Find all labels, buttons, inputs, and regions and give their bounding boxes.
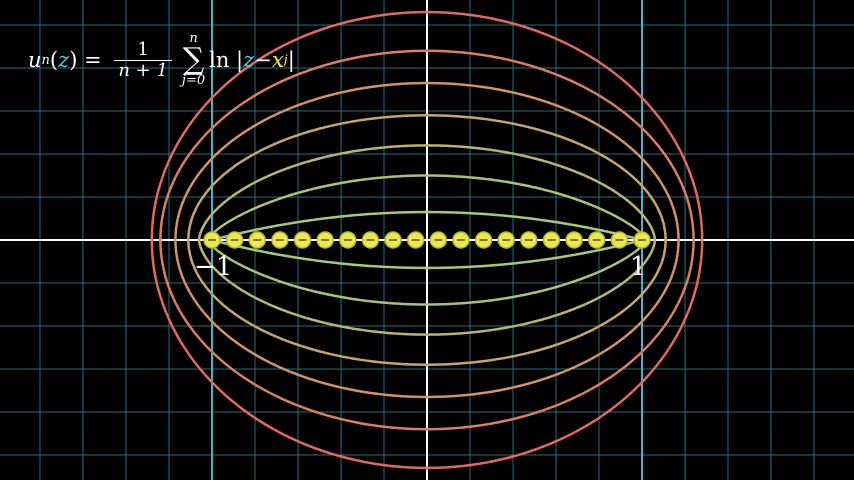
minus-sign: − xyxy=(254,48,272,72)
tick-label-minus-one: −1 xyxy=(194,252,233,282)
node-points xyxy=(203,231,651,249)
level-curve xyxy=(187,114,667,366)
function-name: u xyxy=(28,48,42,72)
equals-sign: = xyxy=(77,48,109,72)
potential-formula: u n(z) = 1 n + 1 n ∑ j=0 ln | z − x j | xyxy=(28,32,295,88)
tick-label-one: 1 xyxy=(630,252,647,282)
level-curve xyxy=(174,81,680,399)
fraction-numerator: 1 xyxy=(137,38,149,60)
sigma-icon: ∑ xyxy=(182,42,205,77)
abs-bar-left: | xyxy=(229,48,244,72)
close-paren: ) xyxy=(69,48,78,72)
summation: n ∑ j=0 xyxy=(182,32,205,88)
level-curve xyxy=(197,144,657,336)
fraction-denominator: n + 1 xyxy=(114,59,172,81)
level-curve xyxy=(150,10,704,470)
open-paren: ( xyxy=(49,48,59,72)
abs-x-subscript: j xyxy=(283,52,288,68)
level-curves xyxy=(150,10,704,470)
abs-bar-right: | xyxy=(287,48,295,72)
abs-z: z xyxy=(243,48,255,72)
abs-x: x xyxy=(271,48,284,72)
sum-lower-limit: j=0 xyxy=(181,73,206,88)
log-function: ln xyxy=(209,48,230,72)
argument-z: z xyxy=(58,48,70,72)
sum-upper-limit: n xyxy=(189,31,198,46)
fraction: 1 n + 1 xyxy=(114,38,172,81)
level-curve xyxy=(159,49,695,431)
function-subscript: n xyxy=(41,52,50,68)
